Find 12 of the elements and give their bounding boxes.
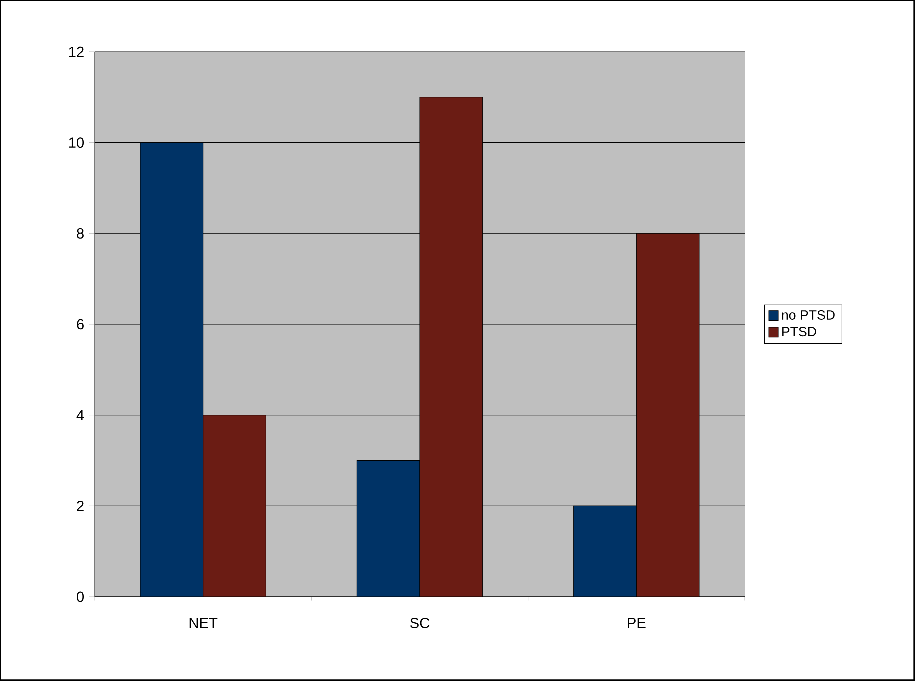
- x-tick-label: NET: [190, 618, 218, 628]
- y-tick-label: 8: [77, 228, 84, 239]
- y-tick-label: 10: [69, 138, 84, 148]
- legend-label: no PTSD: [782, 310, 835, 320]
- y-tick-label: 0: [77, 592, 84, 602]
- x-tick-label: PE: [628, 618, 646, 628]
- y-tick-label: 12: [69, 46, 84, 58]
- x-tick-label: SC: [410, 618, 430, 628]
- legend-label: PTSD: [782, 327, 816, 337]
- y-tick-label: 6: [77, 319, 84, 330]
- y-tick-label: 2: [77, 501, 84, 512]
- y-tick-label: 4: [76, 410, 84, 420]
